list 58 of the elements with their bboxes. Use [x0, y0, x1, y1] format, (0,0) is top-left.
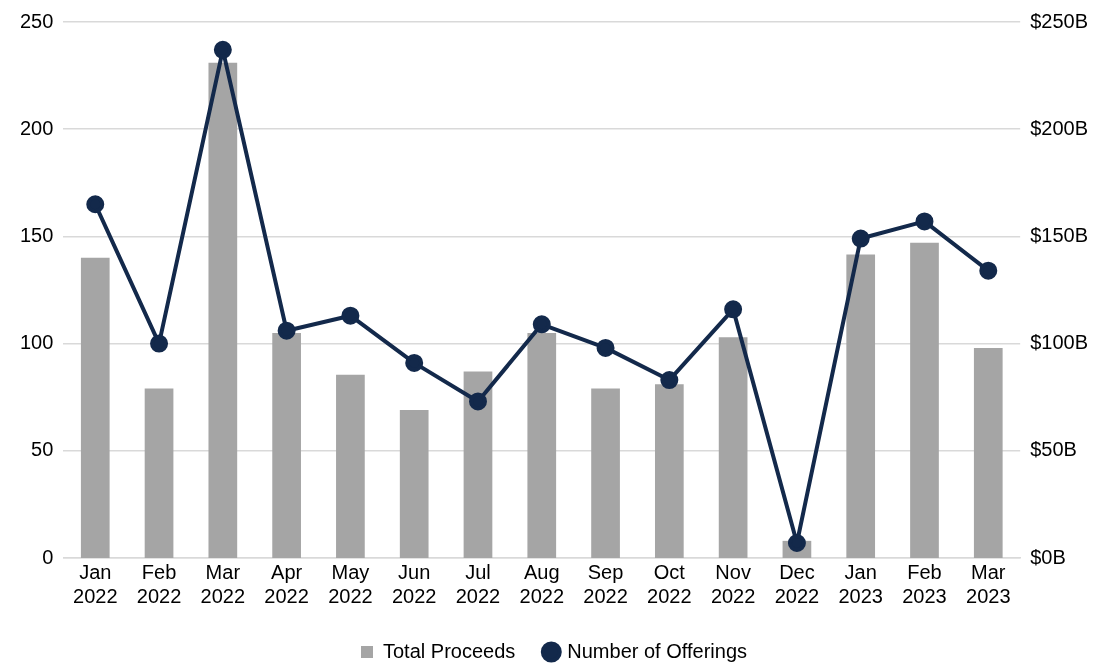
- x-tick-label: Jun 2022: [391, 560, 437, 607]
- x-tick-label: Nov 2022: [710, 560, 756, 607]
- x-tick-label: May 2022: [328, 560, 373, 607]
- point: [979, 261, 998, 280]
- y2-tick-label: $0B: [1030, 545, 1066, 568]
- bar: [208, 62, 238, 558]
- bar: [399, 410, 429, 558]
- point: [86, 195, 105, 214]
- x-tick-label: Mar 2023: [966, 560, 1011, 607]
- point: [724, 300, 743, 319]
- y-tick-label: 0: [42, 545, 54, 568]
- point: [405, 353, 424, 372]
- point: [341, 306, 360, 325]
- bar: [973, 347, 1003, 558]
- x-tick-label: Feb 2022: [136, 560, 182, 607]
- x-tick-label: Dec 2022: [774, 560, 820, 607]
- point: [660, 371, 679, 390]
- x-tick-label: Sep 2022: [583, 560, 628, 607]
- x-tick-label: Jan 2023: [838, 560, 883, 607]
- x-tick-label: Jan 2022: [73, 560, 118, 607]
- bar: [846, 254, 876, 558]
- y2-tick-label: $100B: [1030, 331, 1089, 354]
- y2-tick-label: $200B: [1030, 116, 1089, 139]
- bar: [718, 337, 748, 558]
- y2-tick-label: $50B: [1030, 438, 1077, 461]
- legend-label: Number of Offerings: [567, 639, 748, 662]
- bar: [272, 332, 301, 558]
- bar: [336, 374, 365, 558]
- point: [150, 334, 169, 353]
- y-tick-label: 200: [19, 116, 54, 139]
- point: [596, 338, 615, 357]
- bar: [591, 388, 620, 558]
- point: [532, 315, 551, 334]
- x-tick-label: Apr 2022: [264, 560, 309, 607]
- y2-tick-label: $150B: [1030, 223, 1089, 246]
- bar: [910, 242, 939, 558]
- legend-label: Total Proceeds: [383, 639, 516, 662]
- y-tick-label: 250: [19, 9, 54, 32]
- y-tick-label: 50: [31, 438, 54, 461]
- point: [915, 212, 934, 231]
- bar: [527, 332, 557, 558]
- y-tick-label: 150: [19, 223, 54, 246]
- bar: [463, 371, 493, 558]
- point: [851, 229, 870, 248]
- bar: [654, 384, 684, 558]
- x-tick-label: Oct 2022: [647, 560, 692, 607]
- x-tick-label: Aug 2022: [519, 560, 565, 607]
- x-tick-label: Jul 2022: [455, 560, 501, 607]
- y-tick-label: 100: [19, 331, 54, 354]
- x-tick-label: Feb 2023: [902, 560, 947, 607]
- bar: [144, 388, 174, 558]
- x-tick-label: Mar 2022: [200, 560, 246, 607]
- point: [468, 392, 487, 411]
- bar: [80, 257, 110, 558]
- point: [277, 321, 296, 340]
- point: [787, 533, 806, 552]
- y2-tick-label: $250B: [1030, 9, 1089, 32]
- point: [213, 40, 232, 59]
